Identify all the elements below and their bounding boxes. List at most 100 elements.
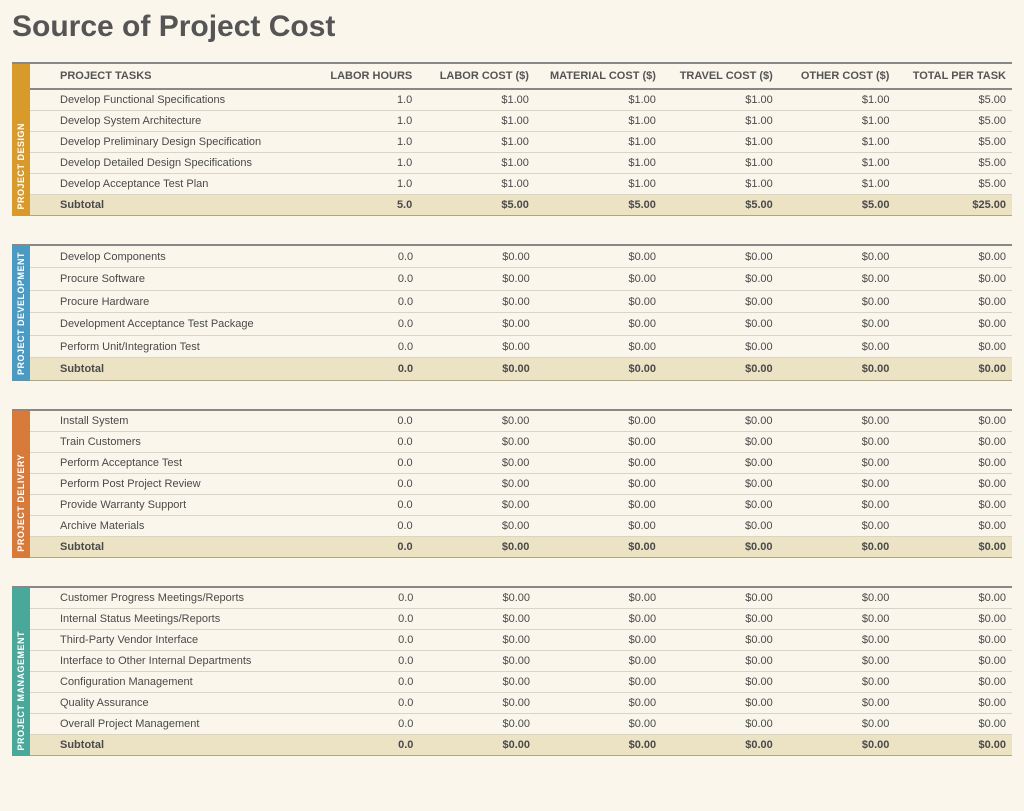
cell-task[interactable]: Develop Detailed Design Specifications [30, 153, 311, 174]
cell-material[interactable]: $0.00 [536, 609, 662, 630]
table-row[interactable]: Perform Post Project Review0.0$0.00$0.00… [30, 474, 1012, 495]
cell-other[interactable]: $0.00 [779, 609, 896, 630]
cell-labor[interactable]: $0.00 [419, 453, 536, 474]
cell-labor[interactable]: $1.00 [418, 89, 535, 111]
cell-hours[interactable]: 0.0 [313, 630, 420, 651]
cell-total[interactable]: $0.00 [895, 588, 1012, 609]
table-row[interactable]: Development Acceptance Test Package0.0$0… [30, 313, 1012, 336]
cell-material[interactable]: $0.00 [536, 290, 662, 313]
cell-total[interactable]: $0.00 [895, 651, 1012, 672]
cell-travel[interactable]: $1.00 [662, 89, 779, 111]
cell-task[interactable]: Procure Software [30, 268, 313, 291]
cell-labor[interactable]: $1.00 [418, 111, 535, 132]
cell-hours[interactable]: 0.0 [313, 693, 420, 714]
table-row[interactable]: Provide Warranty Support0.0$0.00$0.00$0.… [30, 495, 1012, 516]
cell-labor[interactable]: $0.00 [419, 290, 536, 313]
table-row[interactable]: Develop Preliminary Design Specification… [30, 132, 1012, 153]
cell-hours[interactable]: 0.0 [312, 474, 419, 495]
cell-hours[interactable]: 0.0 [312, 453, 419, 474]
cell-other[interactable]: $0.00 [779, 630, 896, 651]
cell-labor[interactable]: $0.00 [419, 495, 536, 516]
cell-task[interactable]: Archive Materials [30, 516, 312, 537]
cell-other[interactable]: $0.00 [778, 474, 895, 495]
cell-labor[interactable]: $0.00 [419, 630, 536, 651]
cell-other[interactable]: $0.00 [778, 495, 895, 516]
cell-hours[interactable]: 0.0 [312, 516, 419, 537]
cell-travel[interactable]: $0.00 [662, 672, 779, 693]
cell-task[interactable]: Perform Unit/Integration Test [30, 335, 313, 358]
cell-total[interactable]: $0.00 [895, 609, 1012, 630]
table-row[interactable]: Develop System Architecture1.0$1.00$1.00… [30, 111, 1012, 132]
cell-other[interactable]: $1.00 [779, 153, 896, 174]
cell-total[interactable]: $5.00 [895, 174, 1012, 195]
cell-travel[interactable]: $1.00 [662, 153, 779, 174]
cell-material[interactable]: $0.00 [535, 411, 661, 432]
cell-task[interactable]: Quality Assurance [30, 693, 313, 714]
cell-labor[interactable]: $0.00 [419, 335, 536, 358]
cell-hours[interactable]: 0.0 [313, 313, 420, 336]
cell-hours[interactable]: 0.0 [313, 268, 420, 291]
cell-labor[interactable]: $0.00 [419, 411, 536, 432]
cell-material[interactable]: $0.00 [536, 672, 662, 693]
cell-material[interactable]: $0.00 [535, 474, 661, 495]
cell-total[interactable]: $5.00 [895, 111, 1012, 132]
cell-labor[interactable]: $0.00 [419, 246, 536, 268]
cell-labor[interactable]: $0.00 [419, 693, 536, 714]
cell-material[interactable]: $0.00 [536, 714, 662, 735]
cell-total[interactable]: $0.00 [895, 268, 1012, 291]
cell-task[interactable]: Interface to Other Internal Departments [30, 651, 313, 672]
cell-total[interactable]: $0.00 [895, 290, 1012, 313]
cell-material[interactable]: $0.00 [535, 432, 661, 453]
cell-task[interactable]: Train Customers [30, 432, 312, 453]
cell-task[interactable]: Overall Project Management [30, 714, 313, 735]
cell-travel[interactable]: $0.00 [662, 651, 779, 672]
cell-labor[interactable]: $0.00 [419, 474, 536, 495]
cell-travel[interactable]: $0.00 [662, 335, 779, 358]
cell-total[interactable]: $0.00 [895, 693, 1012, 714]
cell-other[interactable]: $0.00 [779, 335, 896, 358]
cell-material[interactable]: $1.00 [535, 132, 662, 153]
cell-other[interactable]: $1.00 [779, 174, 896, 195]
cell-hours[interactable]: 0.0 [313, 335, 420, 358]
cell-hours[interactable]: 1.0 [311, 153, 418, 174]
cell-labor[interactable]: $0.00 [419, 516, 536, 537]
cell-other[interactable]: $0.00 [779, 672, 896, 693]
cell-travel[interactable]: $0.00 [662, 290, 779, 313]
cell-travel[interactable]: $0.00 [662, 453, 779, 474]
cell-labor[interactable]: $0.00 [419, 672, 536, 693]
table-row[interactable]: Develop Components0.0$0.00$0.00$0.00$0.0… [30, 246, 1012, 268]
cell-material[interactable]: $1.00 [535, 174, 662, 195]
cell-other[interactable]: $0.00 [779, 313, 896, 336]
cell-other[interactable]: $1.00 [779, 89, 896, 111]
cell-travel[interactable]: $0.00 [662, 588, 779, 609]
cell-other[interactable]: $0.00 [778, 432, 895, 453]
cell-other[interactable]: $0.00 [779, 693, 896, 714]
cell-total[interactable]: $0.00 [895, 411, 1012, 432]
cell-total[interactable]: $0.00 [895, 246, 1012, 268]
cell-material[interactable]: $0.00 [535, 495, 661, 516]
table-row[interactable]: Configuration Management0.0$0.00$0.00$0.… [30, 672, 1012, 693]
cell-hours[interactable]: 0.0 [313, 290, 420, 313]
cell-material[interactable]: $0.00 [536, 630, 662, 651]
table-row[interactable]: Develop Detailed Design Specifications1.… [30, 153, 1012, 174]
cell-travel[interactable]: $0.00 [662, 714, 779, 735]
cell-labor[interactable]: $0.00 [419, 268, 536, 291]
cell-material[interactable]: $0.00 [536, 246, 662, 268]
cell-hours[interactable]: 0.0 [313, 588, 420, 609]
cell-total[interactable]: $0.00 [895, 474, 1012, 495]
table-row[interactable]: Procure Software0.0$0.00$0.00$0.00$0.00$… [30, 268, 1012, 291]
cell-task[interactable]: Internal Status Meetings/Reports [30, 609, 313, 630]
cell-travel[interactable]: $0.00 [662, 432, 779, 453]
cell-hours[interactable]: 1.0 [311, 111, 418, 132]
cell-material[interactable]: $0.00 [536, 588, 662, 609]
cell-labor[interactable]: $1.00 [418, 153, 535, 174]
cell-material[interactable]: $0.00 [536, 313, 662, 336]
cell-other[interactable]: $0.00 [779, 588, 896, 609]
cell-labor[interactable]: $1.00 [418, 132, 535, 153]
cell-travel[interactable]: $0.00 [662, 516, 779, 537]
cell-hours[interactable]: 1.0 [311, 89, 418, 111]
cell-material[interactable]: $0.00 [536, 268, 662, 291]
cell-travel[interactable]: $0.00 [662, 246, 779, 268]
cell-labor[interactable]: $1.00 [418, 174, 535, 195]
cell-labor[interactable]: $0.00 [419, 313, 536, 336]
